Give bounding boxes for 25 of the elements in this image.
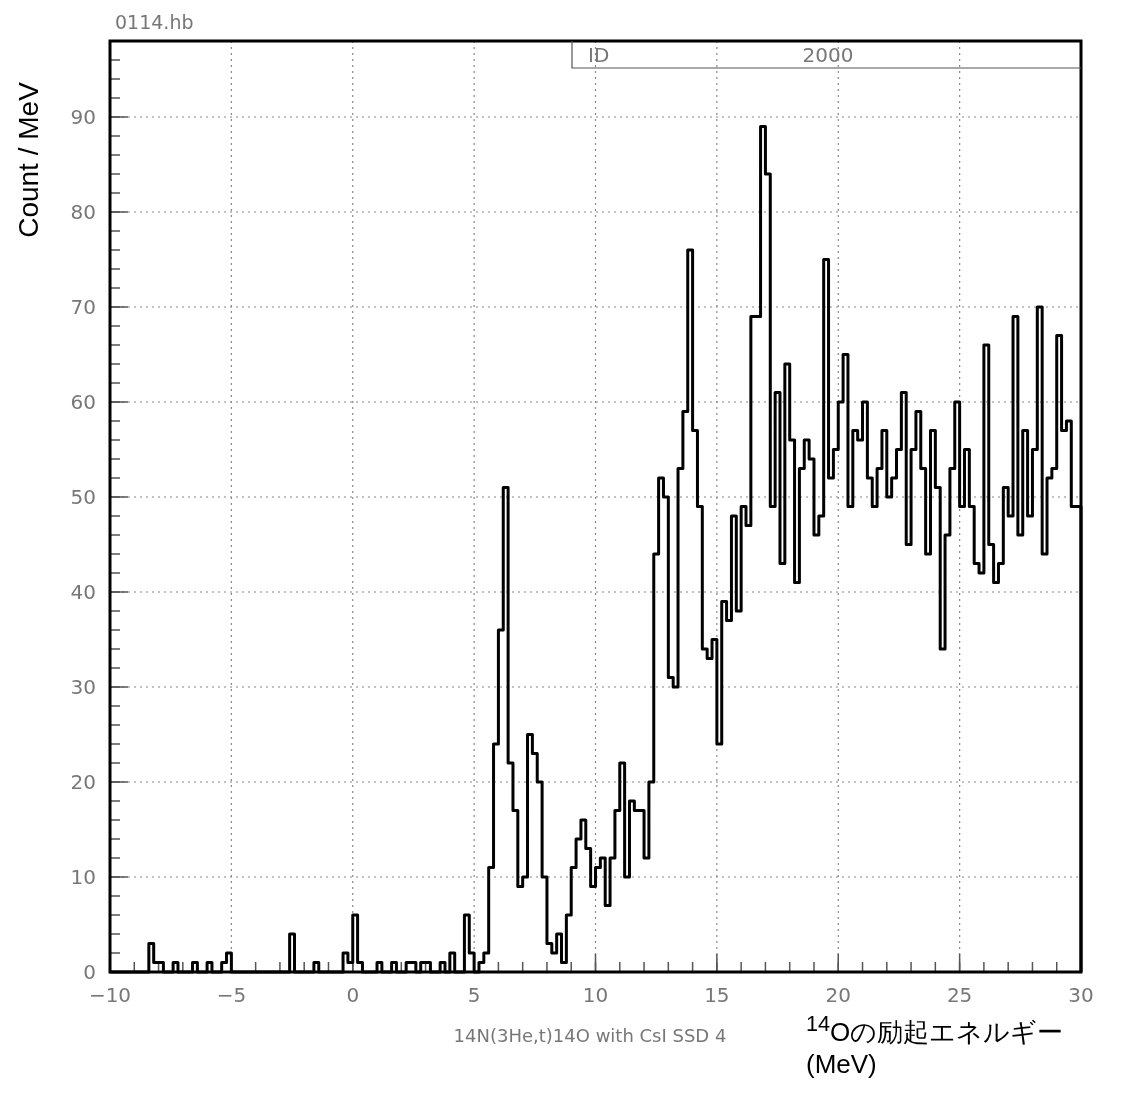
annotation: 2000 (802, 43, 854, 67)
y-tick-label: 20 (70, 770, 96, 794)
x-tick-label: 30 (1068, 983, 1094, 1007)
y-tick-label: 50 (70, 485, 96, 509)
y-tick-label: 80 (70, 200, 96, 224)
x-tick-label: −5 (216, 983, 247, 1007)
y-tick-label: 40 (70, 580, 96, 604)
annotation: ID (588, 43, 610, 67)
chart-title: 0114.hb (115, 11, 194, 33)
x-tick-label: 5 (467, 983, 481, 1007)
x-tick-label: −10 (88, 983, 132, 1007)
x-axis-title: $^{14}$Oの励起エネルギー (MeV) (806, 1010, 1065, 1080)
y-tick-label: 70 (70, 295, 96, 319)
x-tick-label: 20 (825, 983, 851, 1007)
y-tick-label: 0 (83, 960, 96, 984)
x-tick-label: 0 (346, 983, 360, 1007)
y-tick-label: 10 (70, 865, 96, 889)
x-tick-label: 25 (946, 983, 973, 1007)
y-tick-label: 90 (70, 105, 96, 129)
x-tick-label: 15 (704, 983, 730, 1007)
text: 14N(3He,t)14O with CsI SSD 4 (453, 1025, 727, 1046)
y-axis-title: Count / MeV (13, 81, 44, 238)
y-tick-label: 60 (70, 390, 96, 414)
y-tick-label: 30 (70, 675, 96, 699)
x-tick-label: 10 (582, 983, 609, 1007)
